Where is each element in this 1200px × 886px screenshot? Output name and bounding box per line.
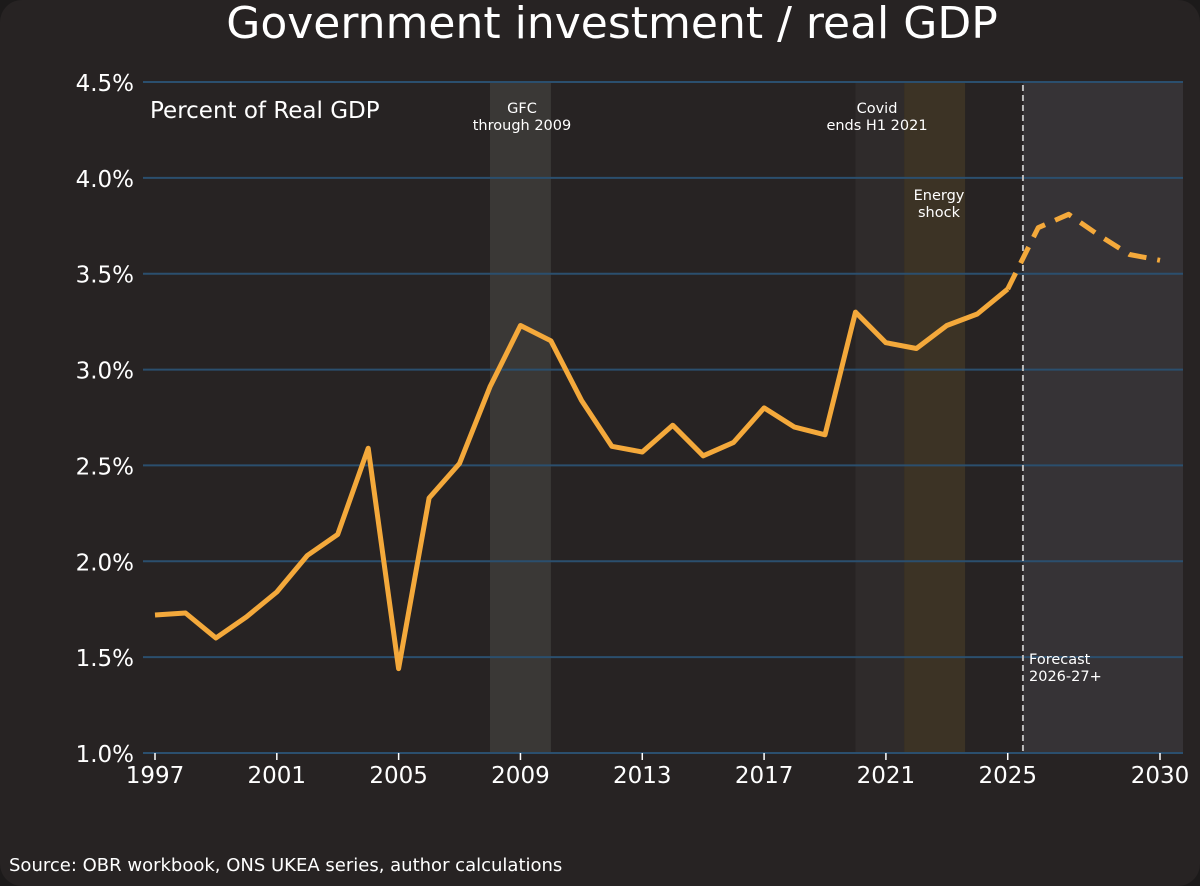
shaded-period-label-0-0: GFC [507, 101, 537, 117]
x-tick-label-2: 2005 [369, 763, 428, 789]
gridlines [143, 81, 1183, 754]
y-tick-label-6: 4.0% [76, 167, 134, 193]
data-series [154, 211, 1161, 672]
series-line-1 [1005, 211, 1161, 291]
x-tick-label-5: 2017 [735, 763, 794, 789]
x-tick-label-7: 2025 [978, 763, 1037, 789]
shaded-period-0 [490, 82, 551, 753]
x-axis-ticks: 1997 2001 2005 2009 2013 2017 2021 2025 2030 [126, 753, 1190, 789]
x-tick-label-1: 2001 [248, 763, 307, 789]
shaded-period-label-3-0: Forecast [1029, 652, 1091, 668]
y-tick-label-0: 1.0% [76, 742, 134, 768]
shaded-period-label-1-1: ends H1 2021 [826, 118, 927, 134]
y-tick-label-1: 1.5% [76, 646, 134, 672]
x-tick-label-8: 2030 [1131, 763, 1190, 789]
shaded-period-3 [1022, 82, 1183, 753]
chart-subtitle: Percent of Real GDP [150, 98, 380, 124]
y-tick-label-5: 3.5% [76, 263, 134, 289]
chart-title: Government investment / real GDP [226, 0, 998, 49]
y-tick-label-7: 4.5% [76, 71, 134, 97]
shaded-period-label-3-1: 2026-27+ [1029, 669, 1102, 685]
shaded-period-2 [904, 82, 966, 753]
y-tick-label-4: 3.0% [76, 359, 134, 385]
y-axis-ticks: 1.0% 1.5% 2.0% 2.5% 3.0% 3.5% 4.0% 4.5% [76, 71, 134, 768]
shaded-period-label-1-0: Covid [857, 101, 898, 117]
y-tick-label-2: 2.0% [76, 550, 134, 576]
x-tick-label-3: 2009 [491, 763, 550, 789]
x-tick-label-0: 1997 [126, 763, 185, 789]
y-tick-label-3: 2.5% [76, 454, 134, 480]
x-tick-label-6: 2021 [857, 763, 916, 789]
x-tick-label-4: 2013 [613, 763, 672, 789]
shaded-periods [490, 82, 1183, 753]
shaded-period-label-2-0: Energy [914, 188, 965, 204]
shaded-period-1 [855, 82, 905, 753]
shaded-period-label-2-1: shock [918, 205, 961, 221]
shaded-period-label-0-1: through 2009 [473, 118, 571, 134]
source-note: Source: OBR workbook, ONS UKEA series, a… [9, 855, 562, 876]
